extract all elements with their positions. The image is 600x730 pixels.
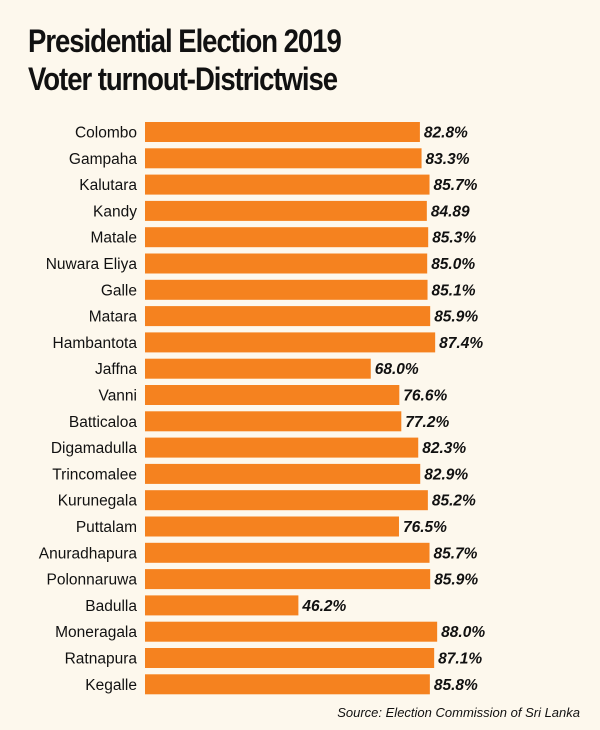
value-label: 68.0% [375,361,419,378]
bar-nuwara-eliya [145,253,428,274]
chart-title: Presidential Election 2019 [28,23,342,59]
category-label: Batticaloa [69,414,137,431]
value-label: 76.5% [403,519,447,536]
bar-kegalle [145,674,430,695]
bar-digamadulla [145,437,419,458]
value-label: 77.2% [405,414,449,431]
category-label: Galle [101,282,137,299]
bar-jaffna [145,358,371,379]
value-label: 88.0% [441,624,485,641]
bar-kandy [145,200,427,221]
value-label: 85.7% [434,177,478,194]
bar-moneragala [145,621,438,642]
category-label: Kurunegala [58,493,138,510]
bar-hambantota [145,332,436,353]
value-label: 84.89 [431,203,470,220]
value-label: 85.0% [431,256,475,273]
value-label: 87.1% [438,651,482,668]
category-label: Jaffna [95,361,137,378]
bar-puttalam [145,516,399,537]
bar-vanni [145,385,400,405]
bar-ratnapura [145,648,435,668]
category-label: Gampaha [69,151,137,168]
value-label: 83.3% [426,151,470,168]
bar-colombo [145,122,420,142]
category-label: Moneragala [55,624,137,641]
value-label: 85.1% [432,282,476,299]
chart-subtitle: Voter turnout-Districtwise [28,61,338,97]
source-note: Source: Election Commission of Sri Lanka [337,705,580,720]
category-label: Badulla [85,598,137,615]
category-label: Ratnapura [65,651,138,668]
category-label: Matale [90,230,137,247]
category-label: Anuradhapura [39,545,138,562]
category-label: Colombo [75,125,137,142]
bar-polonnaruwa [145,569,431,590]
category-label: Kandy [93,203,137,220]
bar-matale [145,227,429,248]
value-label: 87.4% [439,335,483,352]
value-label: 85.3% [432,230,476,247]
value-label: 82.9% [424,466,468,483]
bar-trincomalee [145,463,421,484]
category-label: Digamadulla [51,440,138,457]
category-label: Vanni [99,388,138,405]
value-label: 85.9% [434,309,478,326]
bar-gampaha [145,148,422,169]
category-label: Nuwara Eliya [46,256,138,273]
value-label: 46.2% [301,598,346,615]
bar-anuradhapura [145,542,430,563]
category-label: Puttalam [76,519,137,536]
bar-kalutara [145,174,430,195]
bar-kurunegala [145,490,428,511]
value-label: 85.9% [434,572,478,589]
category-label: Hambantota [53,335,138,352]
category-label: Trincomalee [52,466,137,483]
value-label: 82.8% [424,125,468,142]
category-label: Matara [89,309,138,326]
value-label: 85.8% [434,677,478,694]
category-label: Kalutara [79,177,137,194]
value-label: 76.6% [403,388,447,405]
bar-batticaloa [145,411,402,432]
category-label: Kegalle [85,677,137,694]
bar-galle [145,279,428,300]
bar-matara [145,306,431,327]
value-label: 82.3% [422,440,466,457]
category-label: Polonnaruwa [47,572,138,589]
value-label: 85.7% [434,545,478,562]
value-label: 85.2% [432,493,476,510]
bar-badulla [145,595,299,616]
